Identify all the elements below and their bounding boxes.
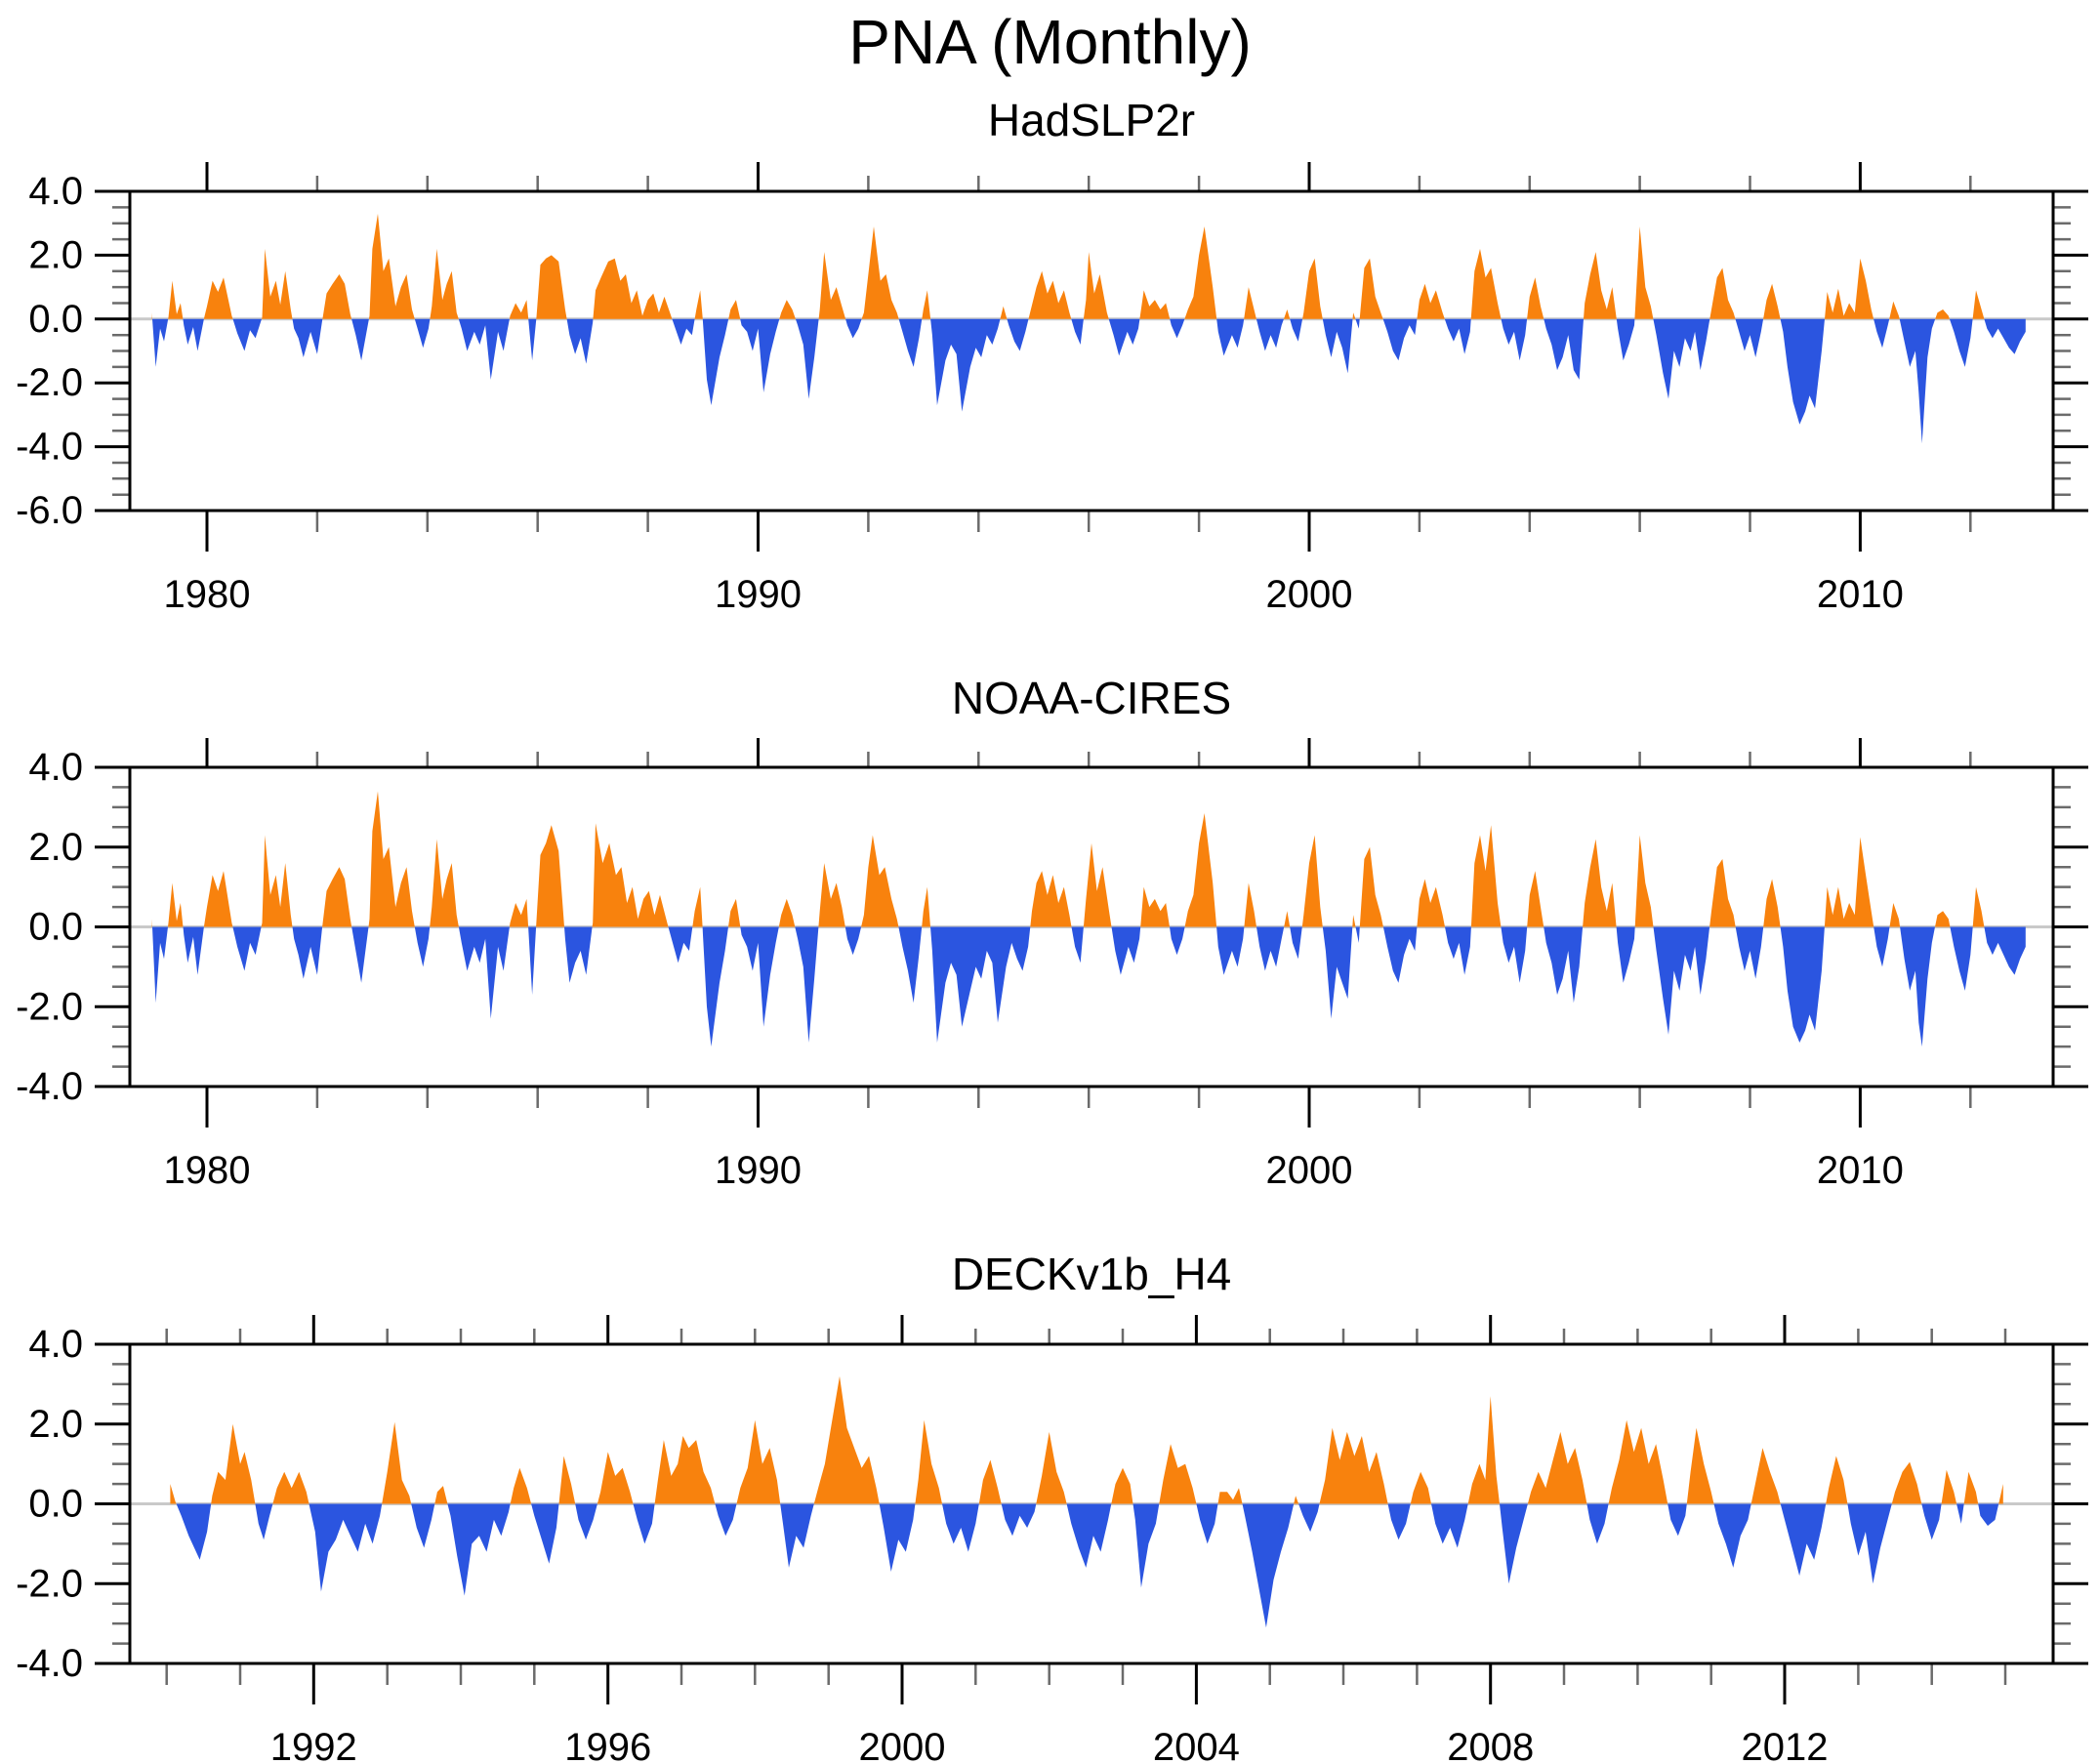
- y-tick-label: 2.0: [28, 826, 83, 869]
- figure-title: PNA (Monthly): [848, 7, 1252, 77]
- y-tick-label: 4.0: [28, 746, 83, 789]
- panel-title-deckv1b-h4: DECKv1b_H4: [951, 1249, 1232, 1299]
- negative-anomaly-area: [151, 926, 2026, 1047]
- y-tick-label: 2.0: [28, 1403, 83, 1446]
- y-tick-label: -4.0: [16, 1642, 83, 1685]
- y-tick-label: 4.0: [28, 1323, 83, 1366]
- x-tick-label: 1992: [270, 1726, 357, 1764]
- x-tick-label: 2008: [1447, 1726, 1534, 1764]
- y-tick-label: 4.0: [28, 170, 83, 213]
- panel-frame: [128, 1342, 2055, 1665]
- y-tick-label: 2.0: [28, 233, 83, 276]
- x-tick-label: 1990: [715, 573, 802, 616]
- y-tick-label: -2.0: [16, 1562, 83, 1605]
- y-tick-label: -6.0: [16, 489, 83, 532]
- negative-anomaly-area: [170, 1503, 2003, 1628]
- positive-anomaly-area: [151, 791, 2026, 927]
- y-tick-label: -2.0: [16, 985, 83, 1028]
- x-tick-label: 1980: [164, 573, 251, 616]
- y-tick-label: 0.0: [28, 1483, 83, 1526]
- x-tick-label: 1980: [164, 1149, 251, 1192]
- x-tick-label: 2012: [1742, 1726, 1829, 1764]
- x-tick-label: 2010: [1817, 1149, 1904, 1192]
- y-tick-label: -4.0: [16, 1065, 83, 1108]
- x-tick-label: 1990: [715, 1149, 802, 1192]
- y-tick-label: 0.0: [28, 906, 83, 949]
- y-tick-label: 0.0: [28, 298, 83, 341]
- panel-frame: [128, 189, 2055, 513]
- x-tick-label: 2004: [1153, 1726, 1240, 1764]
- panel-frame: [128, 765, 2055, 1088]
- panel-title-noaa-cires: NOAA-CIRES: [951, 673, 1232, 723]
- y-tick-label: -4.0: [16, 426, 83, 469]
- y-tick-label: -2.0: [16, 361, 83, 404]
- x-tick-label: 2000: [1266, 573, 1353, 616]
- x-tick-label: 1996: [564, 1726, 651, 1764]
- x-tick-label: 2010: [1817, 573, 1904, 616]
- panel-title-hadslp2r: HadSLP2r: [987, 95, 1196, 145]
- x-tick-label: 2000: [1266, 1149, 1353, 1192]
- positive-anomaly-area: [170, 1375, 2003, 1504]
- x-tick-label: 2000: [859, 1726, 946, 1764]
- positive-anomaly-area: [151, 213, 2026, 319]
- negative-anomaly-area: [151, 318, 2026, 444]
